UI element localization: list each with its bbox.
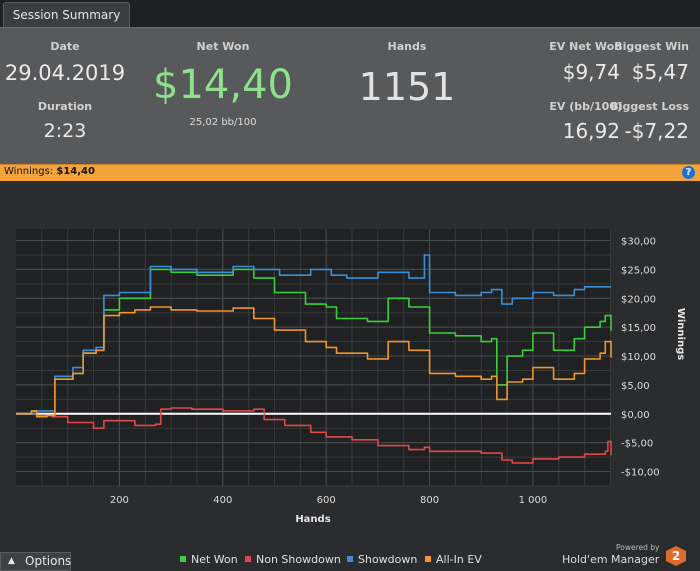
y-tick-label: $10,00 [621,352,656,363]
y-tick-label: -$10,00 [621,468,660,479]
legend-item-showdown[interactable]: Showdown [347,553,417,566]
y-tick-label: $5,00 [621,381,650,392]
ev-bb100-value: 16,92 [562,119,620,143]
brand-name: Hold'em Manager [562,553,660,566]
y-tick-label: $30,00 [621,237,656,248]
options-button[interactable]: ▲ Options [0,552,71,571]
legend-label: Net Won [191,553,238,566]
showdown-swatch [347,556,353,562]
hm2-logo: 2 [666,546,686,566]
winnings-value: $14,40 [56,166,95,177]
y-tick-label: $20,00 [621,294,656,305]
y-tick-label: -$5,00 [621,439,653,450]
netwon-label: Net Won [196,40,250,53]
x-tick-label: 200 [110,495,129,506]
duration-label: Duration [37,100,93,113]
winnings-label: Winnings: [4,166,54,177]
plot-area [16,229,611,486]
x-tick-label: 1 000 [519,495,548,506]
summary-panel: Date 29.04.2019 Duration 2:23 Net Won $1… [0,27,700,165]
series-line-non-showdown [16,407,612,464]
legend-label: Showdown [358,553,418,566]
duration-value: 2:23 [43,120,87,142]
chevron-up-icon: ▲ [8,556,15,566]
series-line-all-in-ev [16,306,612,418]
hands-value: 1151 [358,65,456,109]
x-tick-label: 600 [317,495,336,506]
legend-item-net-won[interactable]: Net Won [180,553,238,566]
help-icon[interactable]: ? [682,166,695,179]
y-tick-label: $25,00 [621,265,656,276]
date-value: 29.04.2019 [4,61,126,85]
netwon-bb100: 25,02 bb/100 [189,117,257,128]
ev-netwon-label: EV Net Won [549,40,622,53]
y-axis-label: Winnings [675,308,686,360]
biggest-loss-label: Biggest Loss [610,100,689,113]
date-label: Date [50,40,80,53]
y-tick-label: $15,00 [621,323,656,334]
legend-item-all-in-ev[interactable]: All-In EV [425,553,482,566]
tab-bar: Session Summary [0,0,700,27]
legend-item-non-showdown[interactable]: Non Showdown [245,553,341,566]
y-tick-label: $0,00 [621,410,650,421]
series-line-showdown [16,254,611,415]
winnings-chart: $30,00 $25,00 $20,00 $15,00 $10,00 $5,00 $0,00… [0,181,700,548]
non-showdown-swatch [245,556,251,562]
powered-by-text: Powered by [616,543,660,552]
all-in-ev-swatch [425,556,431,562]
x-axis-label: Hands [295,514,330,525]
options-label: Options [25,554,72,568]
biggest-win-label: Biggest Win [614,40,689,53]
net-won-swatch [180,556,186,562]
hands-label: Hands [387,40,427,53]
x-tick-label: 800 [420,495,439,506]
x-tick-label: 400 [213,495,232,506]
winnings-bar: Winnings: $14,40 ? [0,164,700,181]
legend-label: Non Showdown [256,553,341,566]
biggest-win-value: $5,47 [631,60,689,84]
legend-label: All-In EV [436,553,482,566]
biggest-loss-value: -$7,22 [624,119,689,143]
ev-netwon-value: $9,74 [562,60,620,84]
tab-session-summary[interactable]: Session Summary [3,2,130,27]
netwon-value: $14,40 [153,62,293,108]
ev-bb100-label: EV (bb/100) [549,100,622,113]
